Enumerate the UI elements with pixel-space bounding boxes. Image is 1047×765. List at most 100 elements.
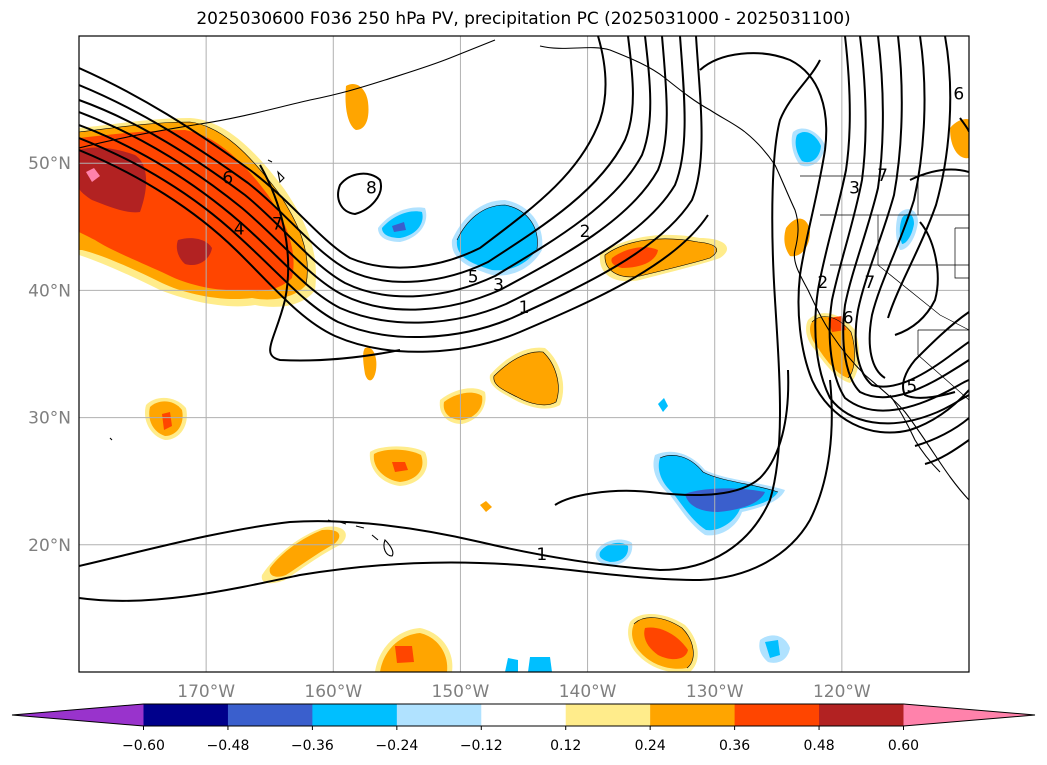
pv-contours (79, 36, 969, 602)
pv-contour-label: 3 (493, 275, 504, 295)
pv-contour (79, 36, 703, 339)
precip-negative-region (899, 213, 914, 244)
pv-contour-label: 4 (234, 219, 245, 239)
colorbar: −0.60 −0.48 −0.36 −0.24 −0.12 0.12 0.24 0.36 0.4… (11, 703, 1036, 754)
colorbar-tick-label: 0.48 (803, 738, 834, 754)
pv-contour-label: 5 (906, 377, 917, 397)
lon-tick-label: 130°W (686, 682, 744, 702)
pv-contour-label: 3 (849, 179, 860, 199)
precip-positive-region (480, 501, 492, 512)
colorbar-segment (143, 704, 229, 726)
pv-contour (814, 36, 969, 425)
north-america-coast (744, 131, 969, 501)
pv-contour (854, 36, 969, 388)
precip-negative-region (505, 658, 518, 672)
baja-coast (889, 394, 941, 473)
colorbar-segment (312, 704, 398, 726)
colorbar-tick-label: −0.12 (460, 738, 503, 754)
pv-contour (887, 36, 952, 319)
precip-positive-region (86, 168, 100, 182)
precip-positive-region (269, 529, 340, 577)
colorbar-tick-label: −0.60 (122, 738, 165, 754)
pv-contour-label: 2 (817, 273, 828, 293)
lat-tick-label: 30°N (28, 409, 71, 429)
precip-positive-region (950, 118, 969, 159)
pv-contour (894, 221, 939, 336)
colorbar-tick-label: 0.36 (719, 738, 750, 754)
pv-contour-label: 8 (366, 179, 377, 199)
pv-contour (337, 172, 382, 216)
colorbar-segment (819, 704, 904, 726)
map-gridlines (79, 36, 969, 672)
pv-contour (79, 36, 652, 298)
pv-contour (79, 36, 634, 283)
precip-positive-region (79, 147, 147, 213)
colorbar-tick-label: 0.12 (550, 738, 581, 754)
lat-tick-label: 40°N (28, 281, 71, 301)
alaska-coast (79, 39, 496, 149)
lat-tick-label: 20°N (28, 536, 71, 556)
colorbar-tick-label: −0.48 (206, 738, 249, 754)
pv-contour (79, 149, 709, 353)
precip-negative-region (795, 132, 821, 163)
precip-positive-region (493, 351, 559, 405)
map-frame (78, 35, 970, 673)
pv-contour (699, 52, 969, 434)
lon-tick-label: 150°W (432, 682, 490, 702)
colorbar-segment (227, 704, 313, 726)
precip-positive-region (443, 392, 483, 420)
pv-contour-label: 7 (864, 273, 875, 293)
pv-contour-label: 6 (843, 308, 854, 328)
pv-contour-label: 5 (468, 268, 479, 288)
precip-negative-region (456, 205, 538, 271)
precip-positive-region (345, 83, 369, 130)
colorbar-segment (734, 704, 820, 726)
pv-contour (79, 36, 607, 269)
precip-negative-region (392, 222, 406, 232)
colorbar-tick-label: −0.24 (375, 738, 418, 754)
small-island (109, 159, 285, 441)
precip-positive-region (176, 238, 212, 266)
pv-contour-label: 2 (580, 222, 591, 242)
lat-tick-label: 50°N (28, 154, 71, 174)
state-boundary (820, 176, 969, 401)
colorbar-segment (481, 704, 567, 726)
pv-contour-label: 7 (272, 214, 283, 234)
precip-positive-region (380, 633, 448, 672)
precip-negative-region (658, 398, 668, 412)
colorbar-segment (650, 704, 736, 726)
pv-contour-label: 7 (877, 166, 888, 186)
colorbar-tick-label: −0.36 (291, 738, 334, 754)
pv-contour (868, 36, 926, 379)
precip-positive-region (395, 646, 414, 663)
colorbar-tick-label: 0.24 (635, 738, 666, 754)
pv-contour (79, 36, 686, 324)
pv-contour-label: 6 (953, 85, 964, 105)
lon-tick-label: 170°W (177, 682, 235, 702)
pv-contour (909, 168, 969, 181)
lon-tick-label: 140°W (559, 682, 617, 702)
precip-positive-region (363, 347, 377, 381)
pv-contour (79, 379, 833, 602)
pv-contour (902, 311, 969, 399)
pv-contour (79, 36, 668, 311)
precip-negative-region (765, 640, 780, 658)
precip-negative-region (528, 657, 552, 672)
precip-positive-region (392, 462, 408, 472)
pv-contour (842, 36, 969, 399)
pv-contour (924, 439, 969, 465)
pv-contour-label: 1 (519, 298, 530, 318)
pv-contour (79, 59, 821, 572)
pv-contour-label: 1 (536, 545, 547, 565)
longitude-labels: 170°W 160°W 150°W 140°W 130°W 120°W (177, 682, 871, 702)
lon-tick-label: 120°W (813, 682, 871, 702)
latitude-labels: 20°N 30°N 40°N 50°N (28, 154, 71, 556)
map-title: 2025030600 F036 250 hPa PV, precipitatio… (196, 9, 851, 29)
precip-positive-region (162, 412, 172, 430)
colorbar-segment (565, 704, 651, 726)
political-boundaries (800, 175, 969, 401)
precip-positive-region (644, 627, 688, 660)
colorbar-extend-min (12, 704, 144, 726)
